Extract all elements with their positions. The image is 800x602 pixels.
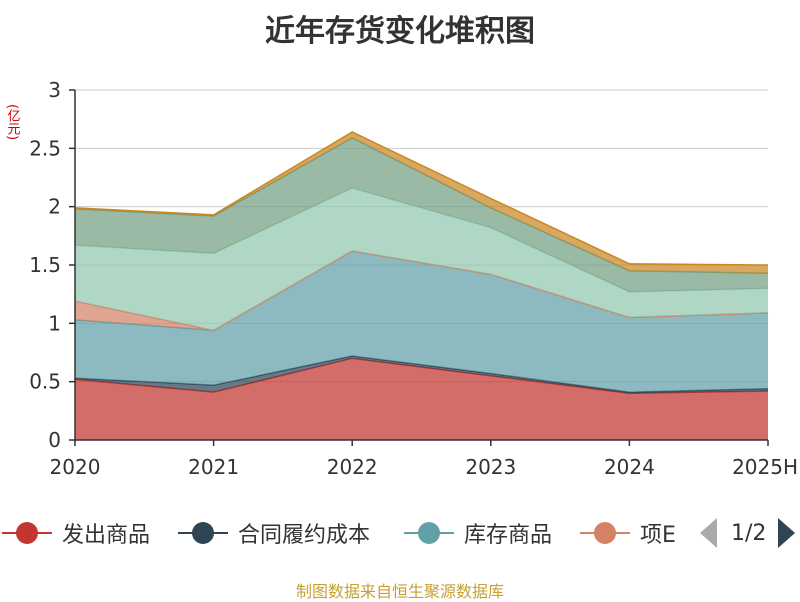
- legend-item-xiangmu[interactable]: 项E: [580, 515, 676, 551]
- next-page-icon[interactable]: [778, 518, 796, 548]
- page-indicator: 1/2: [731, 520, 767, 546]
- legend-symbol: [580, 521, 630, 545]
- legend-item-fachu[interactable]: 发出商品: [2, 515, 150, 551]
- y-tick-label: 3: [48, 78, 61, 102]
- legend-label: 发出商品: [62, 523, 151, 548]
- x-tick-label: 2020: [50, 455, 101, 479]
- stacked-area-chart: 0 0.5 1 1.5 2 2.5 3 2020 2021 2022 2023 2024 2025H: [29, 78, 798, 479]
- legend-symbol: [404, 521, 454, 545]
- legend-item-hetong[interactable]: 合同履约成本: [178, 515, 370, 551]
- y-tick-label: 0: [48, 428, 61, 452]
- y-tick-label: 2.5: [29, 136, 61, 160]
- area-series-3: [75, 251, 768, 331]
- y-tick-label: 1.5: [29, 253, 61, 277]
- prev-page-icon[interactable]: [700, 518, 717, 548]
- x-tick-label: 2023: [465, 455, 516, 479]
- legend-label: 合同履约成本: [238, 523, 371, 548]
- legend-label: 库存商品: [464, 523, 553, 548]
- x-tick-label: 2021: [188, 455, 239, 479]
- y-tick-labels: 0 0.5 1 1.5 2 2.5 3: [29, 78, 61, 452]
- legend-pager: 1/2: [700, 515, 796, 551]
- y-axis-unit-label: (亿元): [4, 103, 20, 141]
- area-series: [74, 131, 769, 440]
- chart-title: 近年存货变化堆积图: [265, 14, 535, 49]
- x-tick-label: 2025H: [732, 455, 798, 479]
- legend-symbol: [2, 521, 52, 545]
- x-tick-labels: 2020 2021 2022 2023 2024 2025H: [50, 455, 798, 479]
- legend-label: 项E: [640, 523, 676, 548]
- legend-item-kucun[interactable]: 库存商品: [404, 515, 552, 551]
- y-tick-label: 0.5: [29, 370, 61, 394]
- area-series-0: [75, 358, 768, 440]
- y-tick-label: 2: [48, 195, 61, 219]
- data-source-note: 制图数据来自恒生聚源数据库: [295, 582, 504, 601]
- area-series-5: [75, 137, 768, 292]
- legend: 发出商品 合同履约成本 库存商品 项E: [0, 515, 800, 555]
- x-tick-label: 2022: [327, 455, 378, 479]
- legend-symbol: [178, 521, 228, 545]
- axes: [69, 89, 769, 446]
- area-series-2: [75, 251, 768, 393]
- y-tick-label: 1: [48, 311, 61, 335]
- area-series-4: [75, 188, 768, 331]
- area-line-6: [74, 131, 769, 266]
- x-tick-label: 2024: [604, 455, 655, 479]
